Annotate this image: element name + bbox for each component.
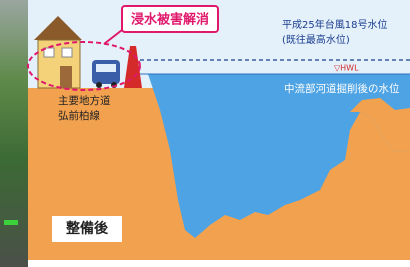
house-door bbox=[60, 66, 72, 88]
flood-level-note: (既往最高水位) bbox=[282, 33, 350, 46]
water-level-label: 中流部河道掘削後の水位 bbox=[284, 82, 400, 95]
bottom-band bbox=[28, 260, 410, 267]
callout-text: 浸水被害解消 bbox=[131, 12, 209, 28]
house-window bbox=[62, 48, 72, 57]
diagram: 浸水被害解消 平成25年台風18号水位 (既往最高水位) ▽HWL 中流部河道掘… bbox=[0, 0, 410, 267]
page: {"callout": "浸水被害解消", "flood_level": {"l… bbox=[0, 0, 410, 267]
vehicle-window bbox=[96, 64, 116, 72]
photo-marker bbox=[4, 220, 18, 225]
road-label: 弘前柏線 bbox=[58, 109, 100, 122]
stage-label: 整備後 bbox=[65, 220, 109, 237]
hwl-label: ▽HWL bbox=[334, 64, 359, 73]
house bbox=[38, 40, 80, 88]
road-label: 主要地方道 bbox=[58, 94, 111, 107]
wheel bbox=[96, 82, 102, 88]
flood-level-label: 平成25年台風18号水位 bbox=[282, 18, 387, 31]
photo-strip bbox=[0, 0, 28, 267]
